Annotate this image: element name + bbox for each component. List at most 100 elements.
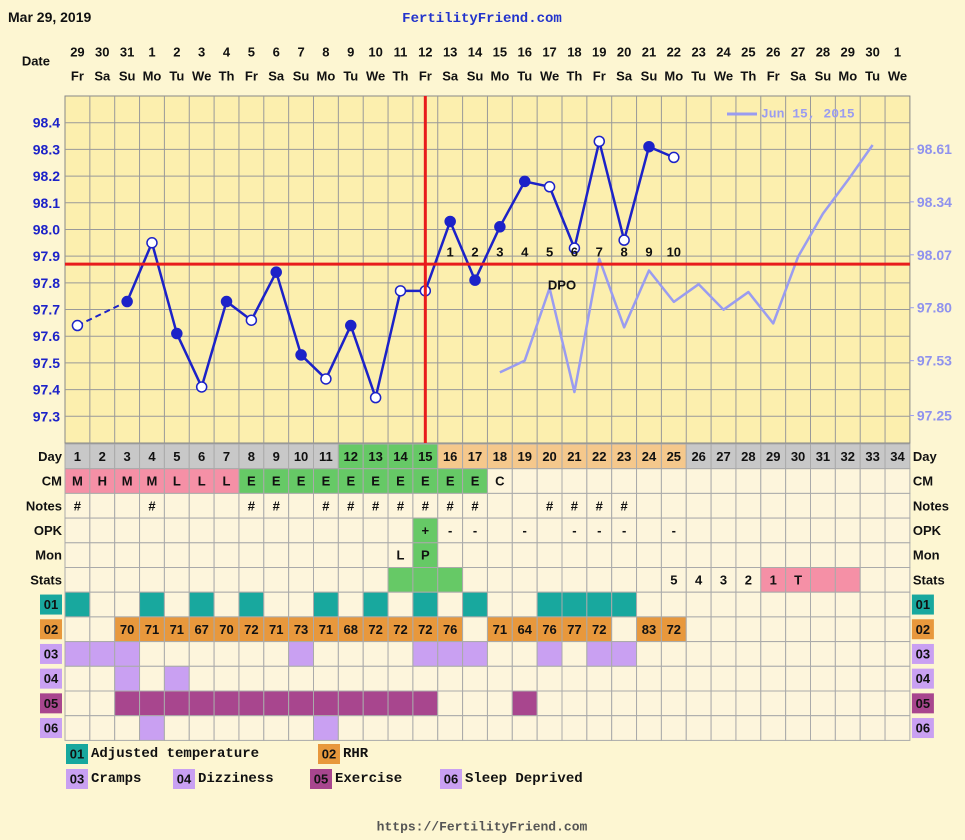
cell: [660, 690, 687, 717]
cell: [636, 468, 662, 494]
x-tick-label: 5: [248, 45, 255, 60]
cell: [313, 715, 339, 741]
x-weekday-label: Tu: [343, 69, 358, 84]
cell: [486, 641, 513, 667]
cell: [64, 567, 91, 593]
x-weekday-label: We: [540, 69, 559, 84]
cell: [859, 542, 886, 568]
cell: [511, 492, 538, 519]
cell: [362, 517, 389, 544]
cell-text: E: [297, 474, 306, 489]
cell: [89, 443, 116, 470]
data-point: [494, 221, 506, 233]
cell: [188, 715, 215, 741]
cell: [834, 542, 861, 568]
cell: [536, 542, 563, 568]
cell: [760, 591, 787, 618]
code-badge: [40, 594, 62, 615]
cell-text: #: [447, 498, 455, 513]
cell-text: 34: [890, 449, 905, 464]
cell: [660, 542, 687, 568]
cell: [313, 492, 339, 519]
cell-text: M: [122, 474, 133, 489]
x-tick-label: 22: [667, 45, 681, 60]
cell: [735, 492, 762, 519]
x-tick-label: 18: [567, 45, 581, 60]
x-tick-label: 24: [716, 45, 731, 60]
cell: [139, 591, 165, 618]
cell-text: #: [347, 498, 355, 513]
x-weekday-label: Th: [566, 69, 582, 84]
cell-text: 31: [816, 449, 830, 464]
x-tick-label: 10: [368, 45, 382, 60]
cell: [114, 665, 141, 692]
cell: [511, 468, 538, 494]
x-tick-label: 3: [198, 45, 205, 60]
cell: [785, 715, 812, 741]
cell: [884, 567, 911, 593]
code-badge-right: [911, 668, 934, 689]
code-badge-text: 05: [44, 696, 58, 711]
cell: [238, 567, 265, 593]
cell: [238, 468, 265, 494]
cell: [288, 542, 314, 568]
cell-text: 10: [294, 449, 308, 464]
data-point: [369, 391, 382, 404]
cell-text: M: [147, 474, 158, 489]
cell: [64, 665, 91, 692]
cell: [586, 665, 613, 692]
code-badge: [40, 693, 62, 714]
y-tick-label: 98.2: [33, 168, 60, 184]
cell: [64, 616, 91, 643]
y2-tick-label: 98.34: [917, 194, 952, 210]
row-label-right: Day: [913, 449, 938, 464]
cell: [64, 542, 91, 568]
legend-badge-text: 06: [444, 772, 458, 787]
cell: [785, 517, 812, 544]
y2-tick-label: 97.80: [917, 300, 952, 316]
cell: [536, 567, 563, 593]
cell-text: 72: [418, 622, 432, 637]
legend-code-name: Cramps: [91, 771, 141, 787]
cell: [859, 690, 886, 717]
cell-text: 9: [273, 449, 280, 464]
x-weekday-label: Sa: [790, 69, 807, 84]
cell: [810, 616, 836, 643]
cell: [263, 567, 290, 593]
cell: [611, 690, 638, 717]
cell: [785, 641, 812, 667]
data-point: [220, 295, 233, 308]
cell-text: 73: [294, 622, 308, 637]
code-badge-right-text: 05: [916, 696, 930, 711]
cell: [288, 468, 314, 494]
cell: [462, 542, 488, 568]
cell: [238, 690, 265, 717]
cell: [114, 542, 141, 568]
data-point: [345, 319, 357, 332]
cell: [188, 492, 215, 519]
row-label-right: OPK: [913, 523, 942, 538]
cell: [561, 542, 588, 568]
cell: [188, 567, 215, 593]
code-badge-right: [911, 643, 934, 664]
cell: [859, 492, 886, 519]
cell-text: 18: [493, 449, 507, 464]
cell: [412, 641, 439, 667]
cell: [188, 665, 215, 692]
cell: [611, 715, 638, 741]
cell: [163, 665, 190, 692]
cell: [685, 665, 712, 692]
cell: [337, 690, 364, 717]
data-point: [270, 266, 282, 278]
cell-text: 15: [418, 449, 432, 464]
cell: [810, 542, 836, 568]
cell: [636, 517, 662, 544]
code-badge-text: 03: [44, 646, 58, 661]
legend-badge: [66, 769, 88, 789]
code-badge-right: [911, 718, 934, 739]
code-badge: [40, 668, 62, 689]
cell: [462, 591, 488, 618]
y2-tick-label: 98.07: [917, 247, 952, 263]
cell-text: -: [448, 523, 452, 538]
cell-text: 70: [120, 622, 134, 637]
